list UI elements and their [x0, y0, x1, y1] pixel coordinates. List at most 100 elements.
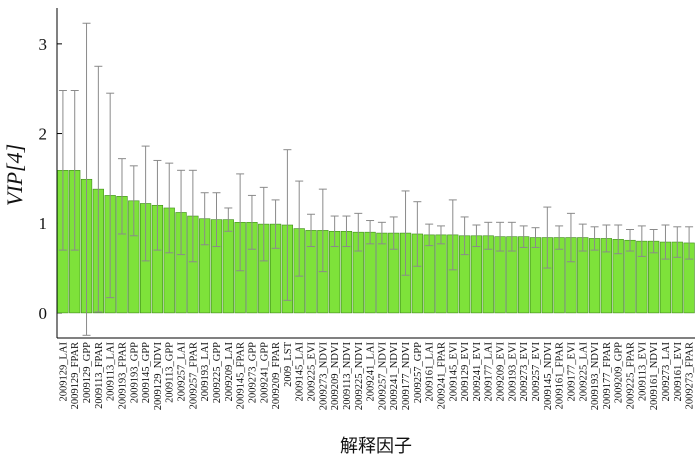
error-bar — [614, 224, 623, 255]
x-tick-label: 2009257_FPAR — [188, 342, 199, 409]
x-tick-label: 2009145_EVI — [448, 342, 459, 402]
x-tick-label: 2009257_GPP — [413, 342, 424, 403]
x-tick-label: 2009273_LAI — [661, 342, 672, 402]
x-tick-label: 2009113_LAI — [106, 342, 117, 402]
error-bar — [247, 194, 256, 250]
error-bar — [685, 226, 694, 260]
error-bar — [58, 90, 67, 251]
error-bar — [661, 224, 670, 260]
x-tick-label: 2009273_NDVI — [318, 342, 329, 411]
x-tick-label: 2009145_LAI — [295, 342, 306, 402]
x-tick-label: 2009161_LAI — [425, 342, 436, 402]
x-tick-label: 2009241_LAI — [366, 342, 377, 402]
x-tick-label: 2009193_LAI — [200, 342, 211, 402]
x-tick-label: 2009177_LAI — [484, 342, 495, 402]
error-bar — [637, 225, 646, 257]
error-bar — [271, 199, 280, 249]
bar — [222, 219, 234, 314]
bar — [376, 232, 388, 314]
x-tick-label: 2009225_GPP — [212, 342, 223, 403]
error-bar — [283, 149, 292, 301]
error-bar — [472, 224, 481, 248]
x-tick-label: 2009241_NDVI — [389, 342, 400, 411]
error-bar — [519, 225, 528, 248]
error-bar — [425, 223, 434, 247]
x-tick-label: 2009257_LAI — [177, 342, 188, 402]
error-bar — [188, 169, 197, 263]
x-tick-label: 2009241_EVI — [472, 342, 483, 402]
error-bar — [165, 162, 174, 254]
error-bar — [366, 220, 375, 245]
x-tick-label: 2009129_LAI — [58, 342, 69, 402]
x-tick-label: 2009209_GPP — [614, 342, 625, 403]
error-bar — [236, 173, 245, 272]
x-tick-label: 2009225_LAI — [578, 342, 589, 402]
error-bar — [200, 192, 209, 246]
error-bar — [307, 213, 316, 248]
error-bar — [590, 226, 599, 251]
x-tick-label: 2009193_NDVI — [590, 342, 601, 411]
error-bar — [507, 221, 516, 252]
y-tick-label: 2 — [39, 125, 48, 144]
error-bar — [342, 215, 351, 248]
y-tick-label: 0 — [39, 304, 48, 323]
bar — [470, 235, 483, 314]
x-axis-label: 解释因子 — [340, 436, 412, 457]
x-tick-label: 2009113_GPP — [165, 342, 176, 403]
x-tick-label: 2009209_LAI — [224, 342, 235, 402]
error-bar — [318, 188, 327, 273]
error-bar — [129, 165, 138, 237]
error-bar — [82, 22, 91, 336]
x-tick-label: 2009177_EVI — [566, 342, 577, 402]
error-bar — [673, 226, 682, 258]
x-tick-label: 2009_LST — [283, 341, 294, 387]
error-bar — [141, 145, 150, 262]
y-axis-label: VIP[4] — [2, 144, 27, 206]
error-bar — [259, 186, 268, 262]
x-tick-label: 2009161_FPAR — [555, 342, 566, 409]
x-tick-label: 2009113_EVI — [637, 342, 648, 402]
error-bar — [401, 190, 410, 276]
error-bar — [330, 215, 339, 248]
error-bar — [496, 221, 505, 252]
error-bar — [436, 225, 445, 245]
error-bar — [602, 224, 611, 253]
bar — [529, 237, 542, 314]
x-tick-label: 2009113_FPAR — [94, 342, 105, 409]
x-tick-label: 2009145_FPAR — [236, 342, 247, 409]
x-tick-label: 2009209_NDVI — [330, 342, 341, 411]
x-tick-label: 2009177_NDVI — [401, 342, 412, 411]
x-tick-label: 2009177_FPAR — [602, 342, 613, 409]
error-bar — [460, 216, 469, 256]
error-bar — [106, 92, 115, 299]
bar — [423, 234, 435, 314]
error-bar — [70, 90, 79, 251]
x-tick-label: 2009129_EVI — [460, 342, 471, 402]
error-bar — [649, 228, 658, 254]
error-bar — [413, 201, 422, 267]
x-tick-label: 2009161_NDVI — [649, 342, 660, 411]
error-bar — [389, 216, 398, 250]
error-bar — [555, 225, 564, 250]
x-tick-label: 2009129_FPAR — [70, 342, 81, 409]
x-tick-label: 2009161_EVI — [673, 342, 684, 402]
error-bar — [578, 223, 587, 252]
x-tick-label: 2009193_GPP — [129, 342, 140, 403]
x-tick-label: 2009129_GPP — [82, 342, 93, 403]
error-bar — [212, 192, 221, 248]
x-tick-label: 2009193_FPAR — [117, 342, 128, 409]
error-bar — [224, 207, 233, 232]
x-tick-label: 2009241_FPAR — [436, 342, 447, 409]
x-tick-label: 2009257_NDVI — [377, 342, 388, 411]
error-bar — [117, 158, 126, 235]
y-tick-label: 3 — [39, 35, 48, 54]
x-tick-label: 2009273_EVI — [519, 342, 530, 402]
x-tick-label: 2009225_EVI — [307, 342, 318, 402]
x-tick-label: 2009193_EVI — [507, 342, 518, 402]
error-bar — [448, 199, 457, 271]
x-tick-label: 2009209_EVI — [496, 342, 507, 402]
error-bar — [94, 65, 103, 313]
error-bar — [566, 212, 575, 263]
x-tick-label: 2009225_NDVI — [354, 342, 365, 411]
